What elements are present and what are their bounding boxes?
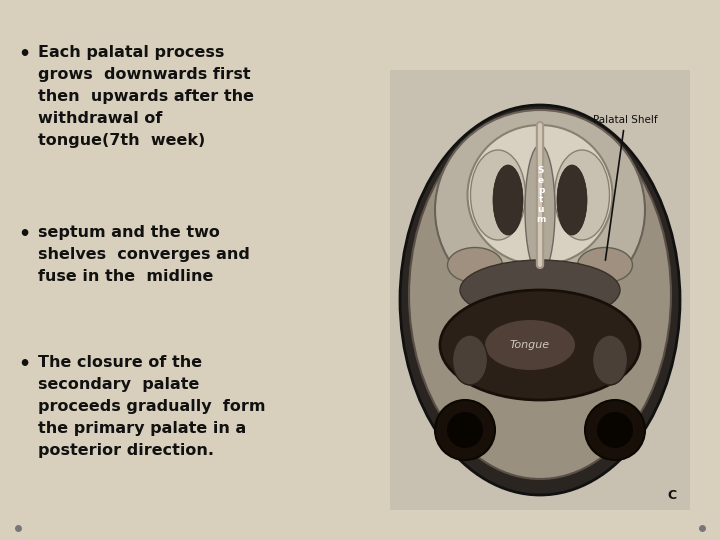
Text: •: •: [18, 355, 30, 374]
Circle shape: [435, 400, 495, 460]
Text: Each palatal process: Each palatal process: [38, 45, 225, 60]
Circle shape: [585, 400, 645, 460]
Ellipse shape: [467, 125, 613, 265]
Text: septum and the two: septum and the two: [38, 225, 220, 240]
Ellipse shape: [554, 150, 610, 240]
Text: the primary palate in a: the primary palate in a: [38, 421, 246, 436]
Ellipse shape: [593, 335, 628, 385]
Text: •: •: [18, 45, 30, 64]
Text: •: •: [18, 225, 30, 244]
Text: C: C: [668, 489, 677, 502]
Ellipse shape: [577, 247, 632, 282]
Text: posterior direction.: posterior direction.: [38, 443, 214, 458]
Ellipse shape: [557, 165, 587, 235]
Text: grows  downwards first: grows downwards first: [38, 67, 251, 82]
Text: Tongue: Tongue: [510, 340, 550, 350]
Ellipse shape: [409, 111, 671, 479]
Ellipse shape: [448, 247, 503, 282]
Ellipse shape: [460, 260, 620, 320]
Text: The closure of the: The closure of the: [38, 355, 202, 370]
Text: then  upwards after the: then upwards after the: [38, 89, 254, 104]
Ellipse shape: [470, 150, 526, 240]
Text: withdrawal of: withdrawal of: [38, 111, 163, 126]
Text: proceeds gradually  form: proceeds gradually form: [38, 399, 266, 414]
Text: S
e
p
t
u
m: S e p t u m: [536, 166, 546, 224]
Ellipse shape: [440, 290, 640, 400]
Ellipse shape: [485, 320, 575, 370]
Ellipse shape: [400, 105, 680, 495]
Circle shape: [597, 412, 633, 448]
Text: tongue(7th  week): tongue(7th week): [38, 133, 205, 148]
Text: fuse in the  midline: fuse in the midline: [38, 269, 213, 284]
Text: Palatal Shelf: Palatal Shelf: [593, 115, 657, 260]
Ellipse shape: [452, 335, 487, 385]
Circle shape: [447, 412, 483, 448]
Ellipse shape: [435, 110, 645, 310]
Ellipse shape: [525, 145, 555, 275]
Text: shelves  converges and: shelves converges and: [38, 247, 250, 262]
Ellipse shape: [493, 165, 523, 235]
FancyBboxPatch shape: [390, 70, 690, 510]
Text: secondary  palate: secondary palate: [38, 377, 199, 392]
